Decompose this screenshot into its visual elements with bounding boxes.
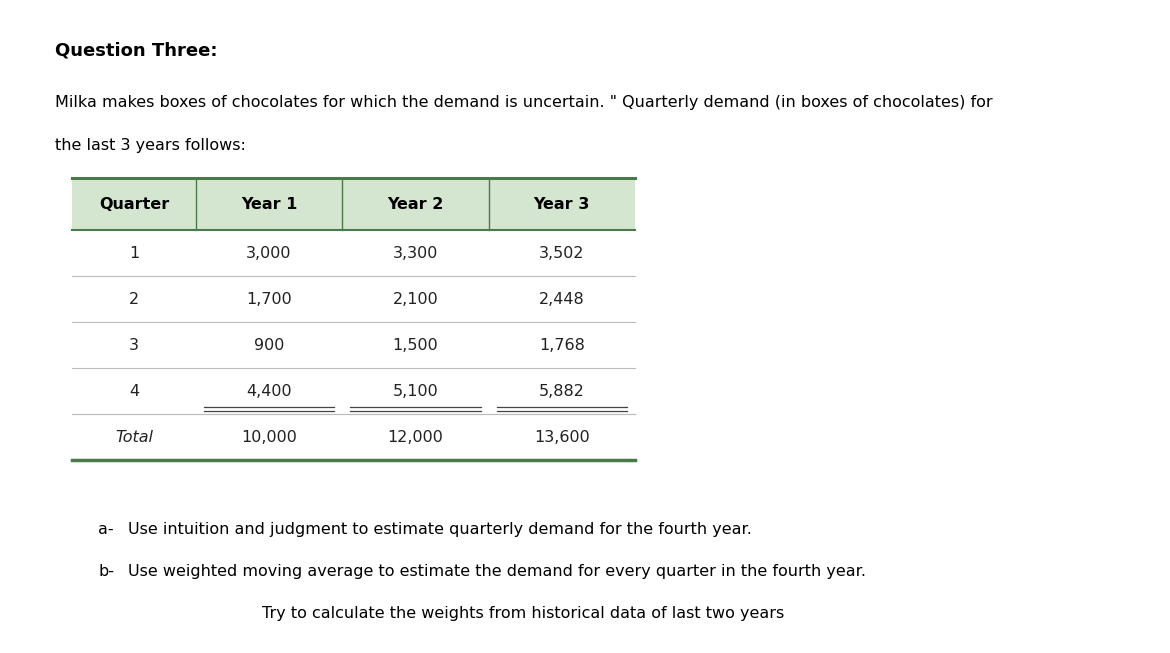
Text: 10,000: 10,000: [241, 430, 297, 445]
Text: Milka makes boxes of chocolates for which the demand is uncertain. " Quarterly d: Milka makes boxes of chocolates for whic…: [55, 95, 992, 110]
Text: 4,400: 4,400: [246, 383, 291, 398]
Text: 1,700: 1,700: [246, 291, 292, 306]
Text: 3,300: 3,300: [393, 246, 438, 261]
Text: 5,882: 5,882: [539, 383, 585, 398]
Text: a-: a-: [98, 522, 113, 537]
Text: Quarter: Quarter: [98, 197, 168, 212]
Text: Total: Total: [115, 430, 153, 445]
Text: Use weighted moving average to estimate the demand for every quarter in the four: Use weighted moving average to estimate …: [128, 564, 866, 579]
Text: 1: 1: [129, 246, 139, 261]
Text: 2,100: 2,100: [393, 291, 439, 306]
Text: 3,502: 3,502: [539, 246, 585, 261]
Text: 12,000: 12,000: [387, 430, 443, 445]
Text: 3: 3: [129, 338, 139, 353]
Text: 2: 2: [129, 291, 139, 306]
Text: b-: b-: [98, 564, 113, 579]
Text: Year 1: Year 1: [241, 197, 297, 212]
Text: 1,500: 1,500: [393, 338, 439, 353]
Bar: [73, 178, 635, 230]
Text: 2,448: 2,448: [539, 291, 585, 306]
Text: 1,768: 1,768: [539, 338, 585, 353]
Text: 13,600: 13,600: [534, 430, 590, 445]
Text: Year 3: Year 3: [534, 197, 590, 212]
Text: Question Three:: Question Three:: [55, 42, 218, 60]
Text: the last 3 years follows:: the last 3 years follows:: [55, 138, 246, 153]
Text: Year 2: Year 2: [387, 197, 443, 212]
Text: 4: 4: [129, 383, 139, 398]
Text: 900: 900: [254, 338, 284, 353]
Text: Try to calculate the weights from historical data of last two years: Try to calculate the weights from histor…: [262, 606, 784, 621]
Text: 3,000: 3,000: [247, 246, 291, 261]
Text: 5,100: 5,100: [393, 383, 439, 398]
Text: Use intuition and judgment to estimate quarterly demand for the fourth year.: Use intuition and judgment to estimate q…: [128, 522, 752, 537]
